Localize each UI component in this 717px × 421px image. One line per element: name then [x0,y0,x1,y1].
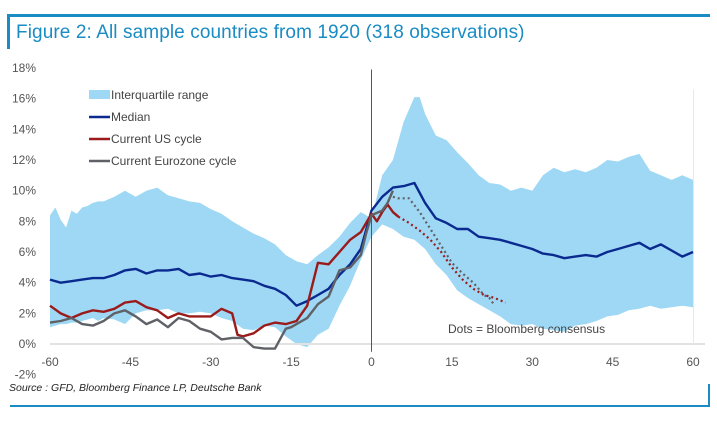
y-tick-label: 16% [12,92,36,106]
us-cycle-line [49,203,400,338]
y-tick-label: 18% [12,61,36,75]
y-tick-label: 8% [19,214,37,228]
x-tick-label: -60 [41,355,59,369]
x-tick-label: 0 [368,355,375,369]
y-tick-label: 4% [19,276,37,290]
frame-right-accent [708,384,710,407]
frame-bottom-border [10,405,710,407]
legend-label-iqr: Interquartile range [111,88,209,102]
x-tick-label: 15 [445,355,459,369]
legend-label-eurozone: Current Eurozone cycle [111,154,237,168]
x-tick-label: 60 [686,355,700,369]
median-line [49,181,694,307]
legend: Interquartile range Median Current US cy… [89,88,237,168]
legend-label-median: Median [111,110,150,124]
us-consensus-dotted-line [397,215,506,304]
figure-title: Figure 2: All sample countries from 1920… [16,22,525,43]
frame-top-border [7,14,710,17]
y-tick-label: 2% [19,306,37,320]
eurozone-consensus-dotted-line [392,195,496,307]
y-tick-label: 12% [12,153,36,167]
legend-label-us: Current US cycle [111,132,202,146]
y-tick-label: 6% [19,245,37,259]
x-tick-label: 30 [526,355,540,369]
x-tick-label: 45 [606,355,620,369]
frame-left-accent [7,14,10,49]
x-tick-label: -15 [282,355,300,369]
eurozone-cycle-line [49,190,395,350]
x-tick-label: -45 [122,355,140,369]
y-tick-label: 0% [19,337,37,351]
annotation-bloomberg: Dots = Bloomberg consensus [448,322,605,336]
legend-swatch-iqr [89,90,110,99]
y-tick-label: -2% [15,368,37,382]
x-tick-label: -30 [202,355,220,369]
y-tick-label: 10% [12,184,36,198]
source-note: Source : GFD, Bloomberg Finance LP, Deut… [9,382,262,394]
y-tick-label: 14% [12,122,36,136]
